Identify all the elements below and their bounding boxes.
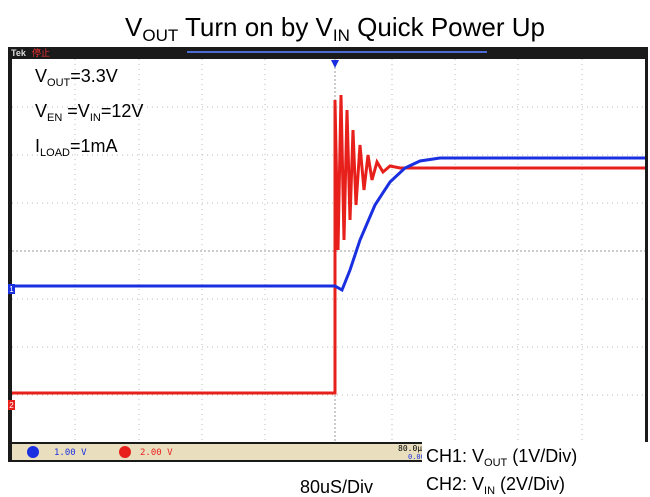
ch1-marker: 1 (9, 285, 14, 294)
legend-part: (2V/Div) (495, 474, 565, 494)
run-status: 停止 (32, 47, 50, 58)
title: VOUT Turn on by VIN Quick Power Up (125, 12, 545, 45)
timebase-legend: 80uS/Div (300, 477, 373, 497)
note-part: V (35, 101, 47, 121)
title-sub: IN (333, 26, 350, 45)
note-part: =3.3V (70, 66, 118, 86)
note-sub: LOAD (40, 147, 70, 159)
note-sub: IN (90, 112, 101, 124)
note-part: V (35, 66, 47, 86)
note-sub: EN (47, 112, 62, 124)
title-part: Quick Power Up (350, 12, 545, 42)
brand: Tek (11, 48, 27, 58)
legend-sub: IN (484, 485, 495, 497)
title-part: Turn on by V (178, 12, 333, 42)
note-part: =V (62, 101, 90, 121)
ch2-badge (119, 446, 131, 458)
legend-sub: OUT (484, 457, 508, 469)
note-sub: OUT (47, 77, 71, 89)
legend-part: (1V/Div) (507, 446, 577, 466)
note-part: =12V (101, 101, 144, 121)
ch2-marker: 2 (9, 401, 14, 410)
ch2-scale: 2.00 V (140, 448, 173, 458)
legend-part: CH2: V (426, 474, 484, 494)
scope-figure: VOUT Turn on by VIN Quick Power Up Tek 停… (0, 0, 650, 497)
ch1-badge (27, 446, 39, 458)
title-part: V (125, 12, 143, 42)
title-sub: OUT (142, 26, 178, 45)
note-part: =1mA (70, 136, 118, 156)
ch1-scale: 1.00 V (54, 448, 87, 458)
legend-part: CH1: V (426, 446, 484, 466)
ch2-legend: CH2: VIN (2V/Div) (426, 474, 565, 497)
